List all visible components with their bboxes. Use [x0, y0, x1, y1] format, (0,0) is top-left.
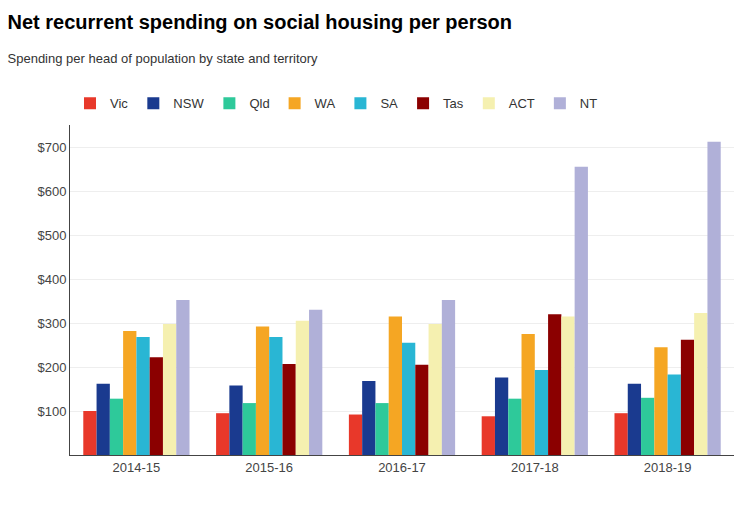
- svg-text:$200: $200: [37, 360, 66, 375]
- svg-text:WA: WA: [315, 96, 336, 111]
- svg-text:$600: $600: [37, 184, 66, 199]
- svg-text:$400: $400: [37, 272, 66, 287]
- svg-text:ACT: ACT: [509, 96, 535, 111]
- svg-text:$700: $700: [37, 140, 66, 155]
- svg-text:2016-17: 2016-17: [378, 460, 426, 475]
- svg-text:$500: $500: [37, 228, 66, 243]
- svg-text:Tas: Tas: [443, 96, 464, 111]
- svg-text:2015-16: 2015-16: [245, 460, 293, 475]
- svg-text:Spending per head of populatio: Spending per head of population by state…: [8, 51, 319, 66]
- svg-text:$300: $300: [37, 316, 66, 331]
- svg-text:$100: $100: [37, 404, 66, 419]
- svg-text:SA: SA: [380, 96, 398, 111]
- svg-text:NSW: NSW: [173, 96, 204, 111]
- svg-text:2014-15: 2014-15: [113, 460, 161, 475]
- svg-text:Net recurrent spending on soci: Net recurrent spending on social housing…: [8, 11, 513, 33]
- svg-text:Vic: Vic: [110, 96, 128, 111]
- svg-text:2018-19: 2018-19: [644, 460, 692, 475]
- svg-text:2017-18: 2017-18: [511, 460, 559, 475]
- svg-text:Qld: Qld: [249, 96, 269, 111]
- svg-text:NT: NT: [580, 96, 597, 111]
